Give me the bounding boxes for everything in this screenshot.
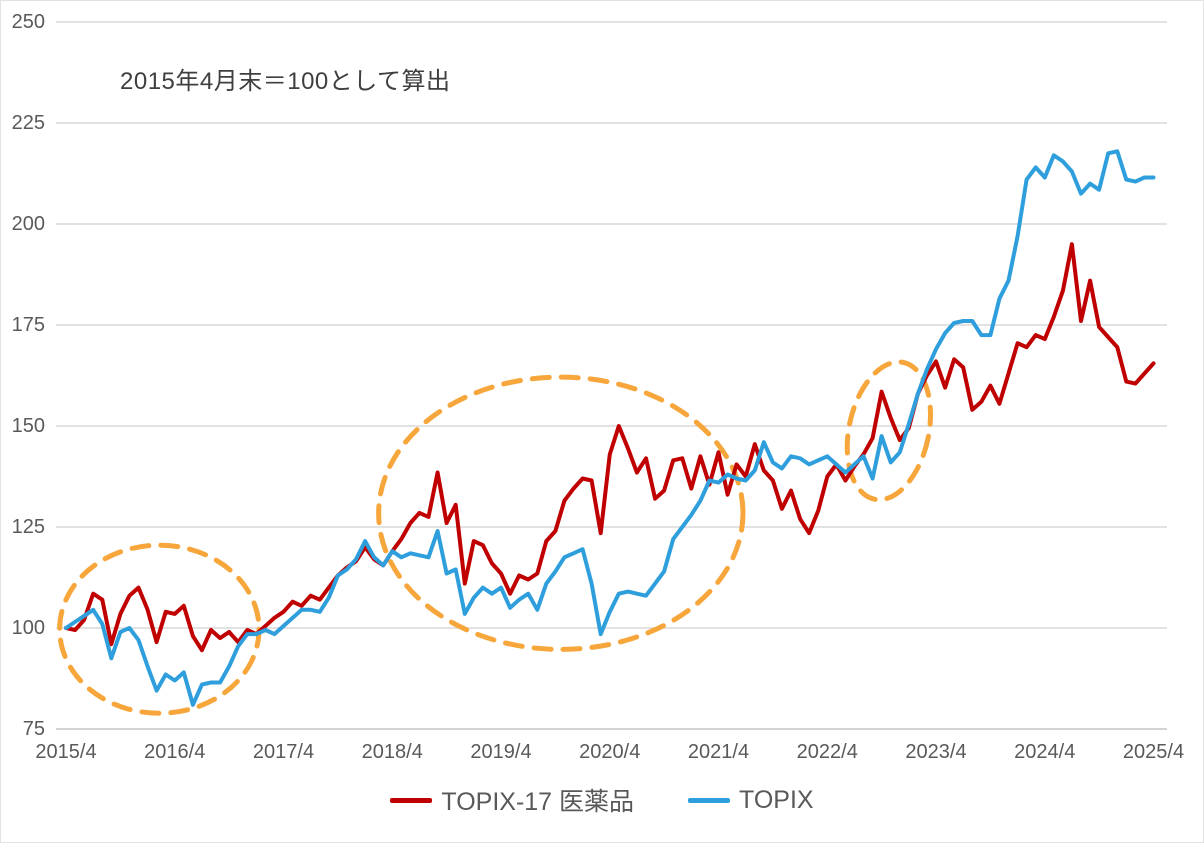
pharma-line bbox=[64, 242, 1156, 653]
y-tick-label: 150 bbox=[11, 415, 45, 437]
y-tick-label: 225 bbox=[11, 112, 45, 134]
y-tick-label: 125 bbox=[11, 516, 45, 538]
x-tick-label: 2016/4 bbox=[144, 741, 206, 763]
highlight-ellipse bbox=[376, 374, 746, 652]
highlight-ellipse bbox=[844, 359, 933, 503]
topix-legend-label: TOPIX bbox=[739, 785, 814, 814]
x-tick-label: 2015/4 bbox=[35, 741, 97, 763]
y-tick-label: 75 bbox=[22, 718, 45, 740]
x-tick-label: 2017/4 bbox=[252, 741, 315, 763]
pharma-legend-label: TOPIX-17 医薬品 bbox=[441, 788, 635, 816]
x-tick-label: 2018/4 bbox=[361, 741, 423, 763]
x-tick-label: 2019/4 bbox=[470, 741, 532, 763]
legend-item-pharma: TOPIX-17 医薬品 bbox=[390, 782, 634, 818]
x-tick-label: 2021/4 bbox=[687, 741, 750, 763]
topix-line-swatch bbox=[688, 797, 731, 803]
x-tick-label: 2022/4 bbox=[796, 741, 858, 763]
x-tick-label: 2025/4 bbox=[1122, 741, 1185, 763]
pharma-line-swatch bbox=[390, 797, 433, 803]
x-tick-label: 2023/4 bbox=[905, 741, 967, 763]
legend: TOPIX-17 医薬品 TOPIX bbox=[1, 782, 1203, 818]
x-tick-label: 2020/4 bbox=[579, 741, 641, 763]
y-tick-label: 200 bbox=[11, 213, 45, 235]
y-tick-label: 175 bbox=[11, 314, 45, 336]
topix-line bbox=[64, 149, 1156, 707]
y-tick-label: 100 bbox=[11, 617, 45, 639]
legend-item-topix: TOPIX bbox=[688, 786, 814, 815]
x-tick-label: 2024/4 bbox=[1014, 741, 1076, 763]
y-tick-label: 250 bbox=[11, 11, 45, 33]
base-index-annotation: 2015年4月末＝100として算出 bbox=[120, 68, 451, 95]
